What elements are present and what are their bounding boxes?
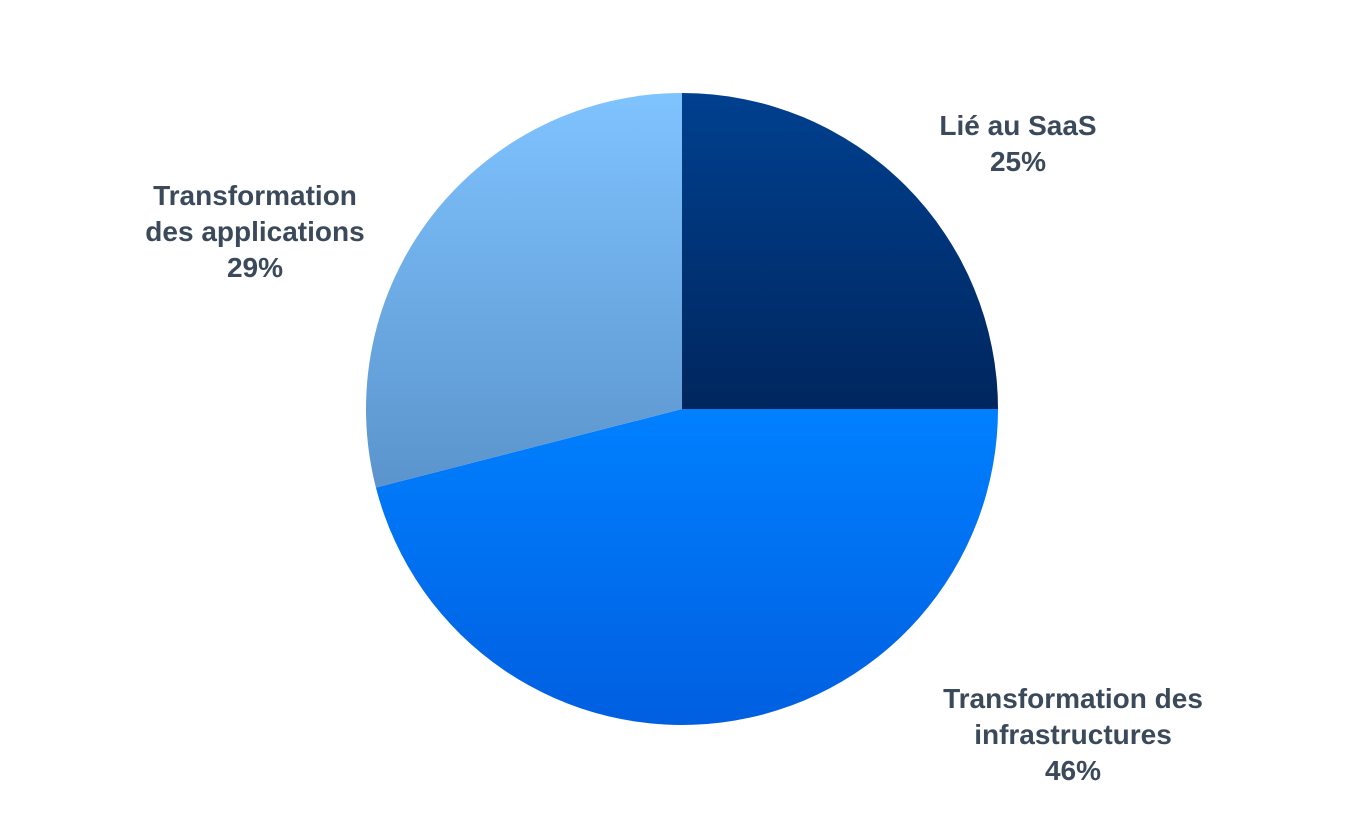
slice-value-label: 29% xyxy=(227,252,283,283)
slice-name-label: Lié au SaaS xyxy=(939,110,1096,141)
slice-label: Transformation des applications 29% xyxy=(145,180,364,283)
slice-name-label: des applications xyxy=(145,216,364,247)
slice-value-label: 25% xyxy=(990,146,1046,177)
slice-label: Lié au SaaS 25% xyxy=(939,110,1096,177)
slice-name-label: Transformation des xyxy=(943,683,1203,714)
slice-value-label: 46% xyxy=(1045,755,1101,786)
pie-labels: Lié au SaaS 25% Transformation des infrastr… xyxy=(145,110,1203,786)
pie-slice xyxy=(366,93,682,488)
pie-slices xyxy=(366,93,998,725)
slice-label: Transformation des infrastructures 46% xyxy=(943,683,1203,786)
pie-slice xyxy=(375,409,998,725)
pie-slice xyxy=(682,93,998,409)
slice-name-label: Transformation xyxy=(153,180,357,211)
slice-name-label: infrastructures xyxy=(974,719,1172,750)
